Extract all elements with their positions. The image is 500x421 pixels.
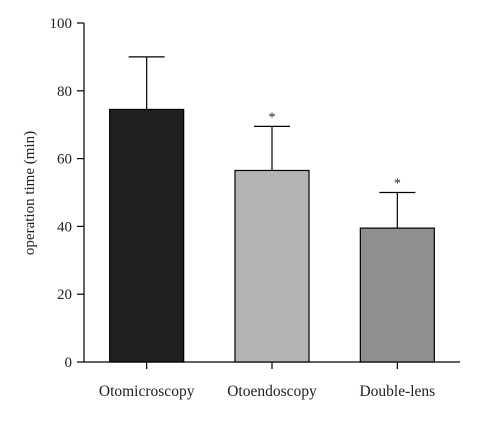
y-axis-label: operation time (min) <box>22 131 38 255</box>
error-bars: ** <box>128 56 416 229</box>
bar-otoendoscopy <box>234 169 310 363</box>
bars <box>109 108 435 363</box>
y-tick-label: 40 <box>57 219 72 235</box>
y-tick-label: 20 <box>57 287 72 303</box>
y-tick-label: 0 <box>65 355 73 371</box>
bar-otomicroscopy <box>109 108 185 363</box>
bar-double-lens <box>359 227 435 363</box>
y-axis: 0 20 40 60 80 100 <box>50 16 85 371</box>
significance-marker: * <box>269 110 276 125</box>
significance-marker: * <box>394 177 401 192</box>
category-labels: Otomicroscopy Otoendoscopy Double-lens <box>99 383 435 400</box>
x-tick-label: Double-lens <box>359 383 435 400</box>
x-axis <box>84 361 460 369</box>
y-tick-label: 60 <box>57 152 72 168</box>
x-tick-label: Otomicroscopy <box>99 383 195 400</box>
x-tick-label: Otoendoscopy <box>227 383 317 400</box>
y-tick-label: 80 <box>57 84 72 100</box>
y-tick-label: 100 <box>50 16 73 32</box>
